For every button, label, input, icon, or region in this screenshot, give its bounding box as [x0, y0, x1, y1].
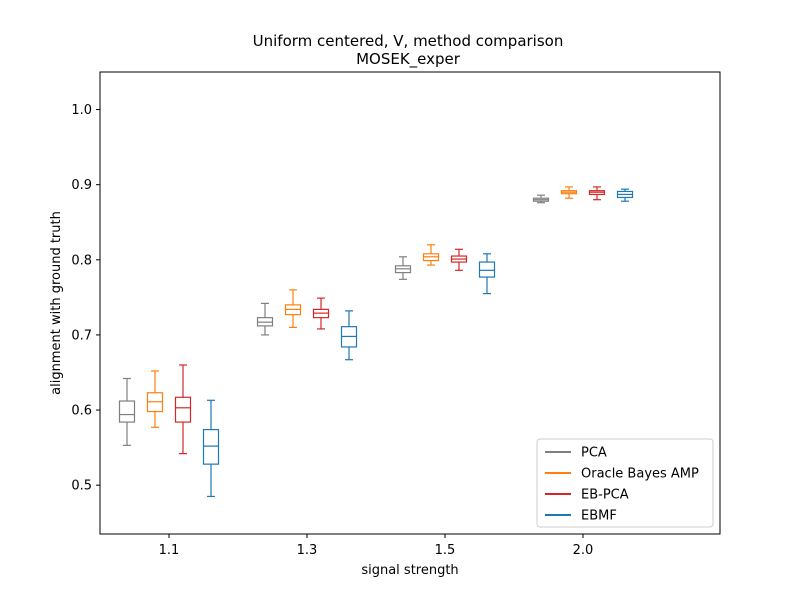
y-tick-label: 0.7 [71, 328, 92, 343]
chart-subtitle: MOSEK_exper [356, 50, 461, 69]
x-tick-label: 1.1 [159, 543, 180, 558]
box-oracle-bayes-amp-1.3 [284, 289, 302, 329]
box-ebmf-2.0 [616, 188, 634, 202]
box-eb-pca-1.3 [312, 297, 330, 330]
axes-frame [99, 71, 721, 535]
box-oracle-bayes-amp-1.5 [422, 244, 440, 266]
legend-entry: PCA [545, 446, 607, 461]
iqr-box [118, 400, 136, 423]
y-tick-label: 1.0 [71, 103, 92, 118]
box-oracle-bayes-amp-2.0 [560, 186, 578, 199]
axis-ticks: 0.5 0.6 0.7 0.8 0.9 1.0 1.1 1.3 1.5 2.0 [71, 103, 593, 558]
box-ebmf-1.3 [340, 310, 358, 361]
box-oracle-bayes-amp-1.1 [146, 370, 164, 428]
box-eb-pca-2.0 [588, 186, 606, 201]
iqr-box [478, 261, 496, 278]
legend-label: EBMF [581, 509, 617, 524]
legend-entry: EBMF [545, 509, 617, 524]
box-pca-1.5 [394, 256, 412, 280]
legend: PCA Oracle Bayes AMP EB-PCA EBMF [536, 438, 714, 528]
legend-label: Oracle Bayes AMP [581, 467, 699, 482]
x-axis-label: signal strength [361, 563, 458, 578]
x-tick-label: 2.0 [573, 543, 594, 558]
box-pca-1.3 [256, 302, 274, 336]
legend-label: EB-PCA [581, 488, 629, 503]
box-pca-1.1 [118, 377, 136, 446]
legend-entry: Oracle Bayes AMP [545, 467, 699, 482]
box-ebmf-1.5 [478, 253, 496, 295]
box-ebmf-1.1 [202, 399, 220, 498]
y-tick-label: 0.6 [71, 404, 92, 419]
y-axis-label: alignment with ground truth [49, 211, 64, 395]
x-tick-label: 1.5 [435, 543, 456, 558]
plot-area [118, 186, 634, 498]
legend-entry: EB-PCA [545, 488, 629, 503]
iqr-box [202, 428, 220, 465]
y-tick-label: 0.9 [71, 178, 92, 193]
box-pca-2.0 [532, 194, 550, 204]
iqr-box [174, 396, 192, 423]
box-eb-pca-1.5 [450, 248, 468, 271]
chart-title: Uniform centered, V, method comparison [253, 32, 564, 50]
y-tick-label: 0.8 [71, 253, 92, 268]
legend-box [536, 438, 714, 528]
y-tick-label: 0.5 [71, 479, 92, 494]
box-eb-pca-1.1 [174, 364, 192, 455]
x-tick-label: 1.3 [297, 543, 318, 558]
legend-label: PCA [581, 446, 607, 461]
